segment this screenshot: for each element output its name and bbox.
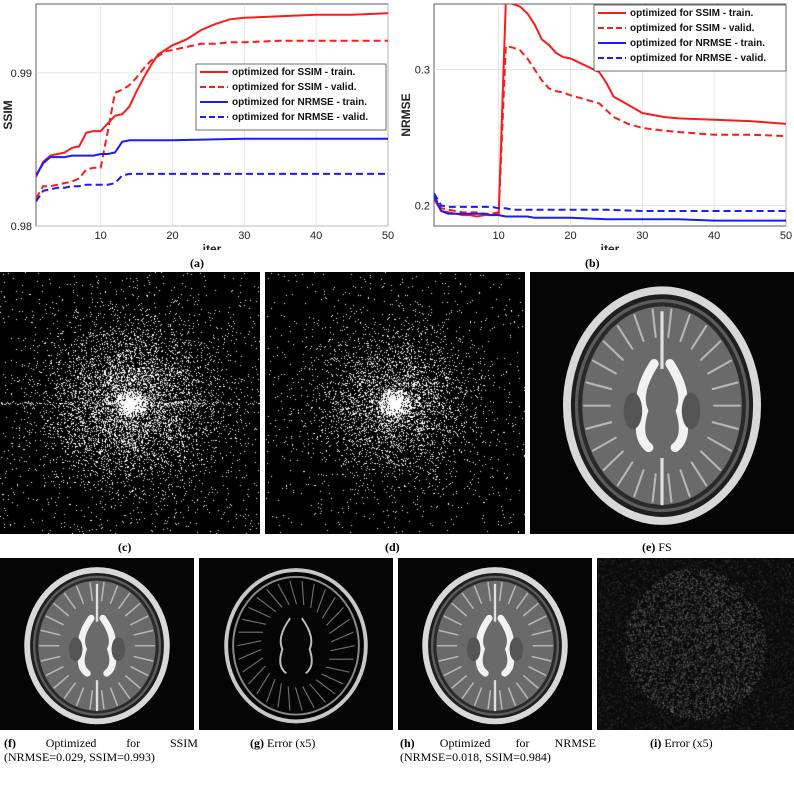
fully-sampled-image xyxy=(530,272,794,534)
nrmse-chart: 10 20 30 40 50 0.2 0.3 iter NRMSE optimized for S… xyxy=(399,3,792,250)
series-line xyxy=(434,44,786,215)
legend-entry: optimized for NRMSE - train. xyxy=(232,97,367,108)
legend-entry: optimized for SSIM - train. xyxy=(630,8,754,19)
caption-d: (d) xyxy=(385,540,400,554)
x-tick-label: 30 xyxy=(238,230,250,242)
x-tick-label: 50 xyxy=(382,230,394,242)
legend-entry: optimized for NRMSE - valid. xyxy=(630,53,766,64)
error-map xyxy=(224,568,368,724)
caption-i: (i) Error (x5) xyxy=(650,736,713,750)
x-tick-label: 10 xyxy=(493,230,505,242)
caption-a: (a) xyxy=(190,256,204,270)
x-tick-label: 30 xyxy=(636,230,648,242)
x-tick-label: 40 xyxy=(708,230,720,242)
brain-slice xyxy=(422,567,568,725)
error-ssim-image xyxy=(199,558,393,730)
legend-entry: optimized for NRMSE - valid. xyxy=(232,112,368,123)
x-tick-label: 20 xyxy=(564,230,576,242)
legend-box xyxy=(593,4,787,72)
caption-h: (h) Optimized for NRMSE (NRMSE=0.018, SSIM=… xyxy=(400,736,596,764)
y-tick-label: 0.98 xyxy=(11,221,32,233)
legend-entry: optimized for NRMSE - train. xyxy=(630,38,765,49)
series-line xyxy=(36,137,388,177)
caption-e: (e) FS xyxy=(642,540,672,554)
ssim-chart: 10 20 30 40 50 0.98 0.99 iter SSIM optimized for … xyxy=(1,3,394,250)
legend-box xyxy=(195,63,387,131)
legend-entry: optimized for SSIM - valid. xyxy=(630,23,755,34)
x-tick-label: 50 xyxy=(780,230,792,242)
series-line xyxy=(36,172,388,203)
series-line xyxy=(434,192,786,212)
caption-b: (b) xyxy=(585,256,600,270)
brain-slice xyxy=(562,286,762,525)
series-line xyxy=(434,195,786,222)
caption-c: (c) xyxy=(118,540,132,554)
legend-entry: optimized for SSIM - train. xyxy=(232,67,356,78)
recon-nrmse-image xyxy=(398,558,592,730)
x-tick-label: 40 xyxy=(310,230,322,242)
caption-g: (g) Error (x5) xyxy=(250,736,316,750)
series-line xyxy=(36,12,388,178)
caption-f: (f) Optimized for SSIM (NRMSE=0.029, SSIM=0… xyxy=(4,736,198,764)
y-axis-label: SSIM xyxy=(1,100,15,129)
recon-ssim-image xyxy=(0,558,194,730)
x-tick-label: 20 xyxy=(166,230,178,242)
x-axis-label: iter xyxy=(203,242,222,250)
brain-slice xyxy=(24,567,170,725)
sampling-mask-d xyxy=(265,272,525,534)
legend-entry: optimized for SSIM - valid. xyxy=(232,82,357,93)
series-line xyxy=(36,39,388,199)
x-axis-label: iter xyxy=(601,242,620,250)
series-line xyxy=(434,4,786,218)
y-axis-label: NRMSE xyxy=(399,93,413,136)
x-tick-label: 10 xyxy=(95,230,107,242)
y-tick-label: 0.3 xyxy=(415,64,430,76)
error-nrmse-image xyxy=(597,558,794,730)
sampling-mask-c xyxy=(0,272,260,534)
y-tick-label: 0.99 xyxy=(11,68,32,80)
y-tick-label: 0.2 xyxy=(415,201,430,213)
